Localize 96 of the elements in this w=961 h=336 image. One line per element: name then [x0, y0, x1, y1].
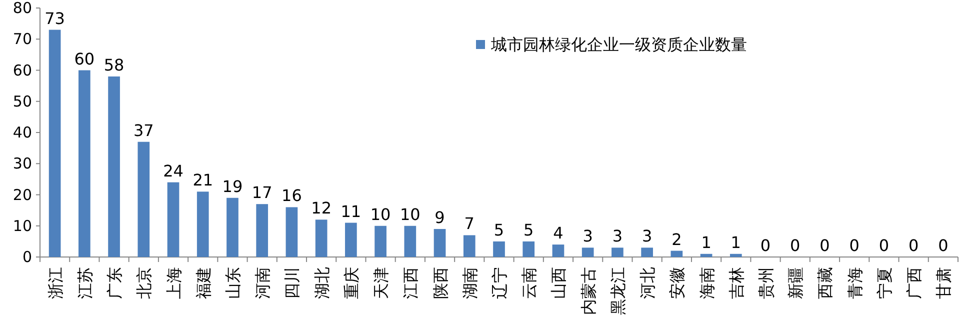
x-tick-label: 辽宁	[490, 267, 509, 299]
data-label: 0	[938, 236, 948, 255]
data-label: 0	[849, 236, 860, 255]
x-tick-label: 江西	[401, 267, 420, 299]
data-label: 16	[282, 186, 302, 206]
y-tick-label: 50	[12, 92, 32, 110]
bar	[315, 220, 328, 257]
data-label: 0	[760, 236, 771, 255]
bar	[641, 248, 653, 257]
x-tick-label: 安徽	[668, 267, 687, 299]
y-tick-label: 0	[22, 248, 32, 266]
data-label: 3	[582, 226, 593, 246]
x-tick-label: 天津	[372, 267, 391, 299]
bar	[78, 70, 90, 257]
x-tick-label: 黑龙江	[608, 267, 628, 315]
data-label: 0	[820, 236, 830, 255]
data-label: 21	[192, 170, 214, 190]
data-label: 5	[494, 220, 504, 240]
bar	[226, 198, 238, 257]
x-tick-label: 四川	[282, 267, 302, 299]
data-label: 12	[311, 198, 332, 218]
x-tick-label: 湖北	[312, 267, 332, 299]
data-label: 10	[370, 204, 391, 224]
bar	[493, 241, 505, 257]
x-tick-label: 内蒙古	[578, 267, 598, 315]
x-tick-label: 上海	[164, 267, 184, 299]
x-tick-label: 重庆	[342, 267, 361, 299]
x-tick-label: 浙江	[46, 267, 65, 299]
data-label: 7	[464, 214, 474, 234]
data-label: 0	[878, 236, 890, 255]
x-tick-label: 吉林	[726, 267, 746, 299]
x-tick-label: 河南	[253, 267, 272, 299]
data-label: 19	[222, 176, 243, 196]
bar	[670, 250, 683, 257]
data-label: 10	[400, 204, 420, 224]
bar	[552, 244, 564, 257]
x-tick-label: 江苏	[75, 267, 94, 299]
y-tick-label: 60	[12, 61, 32, 80]
data-label: 3	[612, 226, 623, 246]
bar	[612, 248, 624, 257]
x-tick-label: 山东	[223, 267, 242, 299]
data-label: 60	[74, 49, 95, 68]
data-label: 17	[252, 183, 272, 202]
bar	[700, 254, 712, 257]
data-label: 4	[553, 224, 564, 243]
y-tick-label: 30	[12, 154, 32, 173]
bar	[374, 226, 386, 257]
data-label: 1	[701, 232, 712, 252]
data-label: 3	[642, 226, 652, 246]
data-label: 5	[524, 220, 534, 240]
data-label: 0	[908, 236, 919, 255]
data-label: 37	[133, 120, 154, 140]
x-tick-label: 北京	[134, 267, 154, 299]
data-label: 2	[672, 230, 682, 249]
y-tick-label: 40	[12, 124, 32, 142]
bar	[48, 30, 61, 257]
bar	[730, 254, 742, 257]
bar	[434, 228, 446, 257]
x-tick-label: 云南	[520, 267, 539, 299]
data-label: 73	[44, 8, 65, 28]
bar	[256, 204, 268, 257]
y-tick-label: 80	[12, 0, 32, 17]
data-label: 24	[163, 161, 184, 180]
bar	[286, 207, 298, 257]
x-tick-label: 贵州	[756, 267, 776, 299]
bar	[138, 142, 150, 257]
x-tick-label: 山西	[549, 267, 568, 299]
bar	[108, 76, 120, 257]
y-tick-label: 10	[12, 216, 32, 235]
x-tick-label: 广东	[105, 267, 124, 299]
x-tick-label: 新疆	[786, 267, 806, 299]
x-tick-label: 甘肃	[934, 267, 954, 299]
bar	[463, 235, 476, 257]
x-tick-label: 青海	[845, 267, 864, 299]
x-tick-label: 西藏	[816, 267, 835, 299]
bar	[404, 226, 416, 257]
x-tick-label: 湖南	[460, 267, 480, 299]
y-tick-label: 70	[12, 30, 32, 48]
bar	[196, 192, 209, 257]
data-label: 1	[730, 232, 741, 252]
data-label: 11	[340, 202, 362, 221]
x-tick-label: 福建	[194, 267, 213, 299]
data-label: 9	[434, 208, 445, 227]
x-tick-label: 宁夏	[874, 267, 894, 299]
data-label: 0	[790, 236, 800, 255]
bar	[345, 222, 357, 257]
x-tick-label: 海南	[697, 267, 716, 299]
bar	[167, 182, 180, 257]
x-tick-label: 广西	[904, 267, 924, 299]
bar	[582, 248, 594, 257]
legend-label: 城市园林绿化企业一级资质企业数量	[490, 35, 747, 54]
x-tick-label: 河北	[638, 267, 658, 299]
x-tick-label: 陕西	[430, 267, 450, 299]
y-tick-label: 20	[12, 186, 32, 204]
bar	[522, 241, 535, 257]
data-label: 58	[104, 55, 124, 74]
